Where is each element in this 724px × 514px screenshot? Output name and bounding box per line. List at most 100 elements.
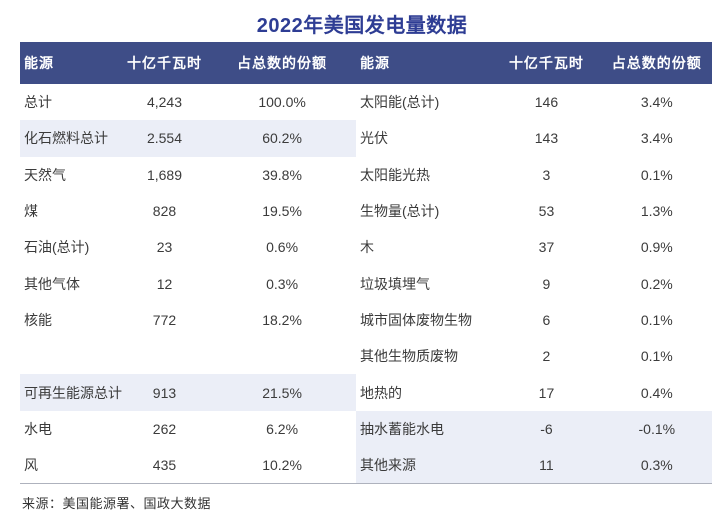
- row-half-right: 生物量(总计) 53 1.3%: [356, 193, 712, 229]
- cell-label: 光伏: [360, 130, 388, 147]
- row-half-right: 地热的 17 0.4%: [356, 374, 712, 410]
- cell-value: 143: [534, 130, 559, 147]
- cell-label: 天然气: [24, 166, 66, 183]
- table-row: 总计 4,243 100.0% 太阳能(总计) 146 3.4%: [20, 84, 712, 120]
- cell-share: 6.2%: [266, 420, 299, 437]
- cell-label: 垃圾填埋气: [360, 275, 430, 292]
- row-half-left: 风 435 10.2%: [20, 447, 356, 483]
- cell-share: 21.5%: [262, 384, 302, 401]
- table-header-row: 能源 十亿千瓦时 占总数的份额 能源 十亿千瓦时 占总数的份额: [20, 42, 712, 84]
- row-half-right: 垃圾填埋气 9 0.2%: [356, 265, 712, 301]
- cell-value: -6: [540, 420, 553, 437]
- cell-share: 10.2%: [262, 457, 302, 474]
- cell-label: 其他生物质废物: [360, 348, 458, 365]
- cell-share: 0.3%: [640, 457, 673, 474]
- cell-label: 其他气体: [24, 275, 80, 292]
- cell-label: 石油(总计): [24, 239, 90, 256]
- cell-share: 18.2%: [262, 311, 302, 328]
- table-row: 化石燃料总计 2.554 60.2% 光伏 143 3.4%: [20, 120, 712, 157]
- col-header-energy-left: 能源: [24, 55, 54, 71]
- cell-share: 0.1%: [640, 348, 673, 365]
- table-row: 石油(总计) 23 0.6% 木 37 0.9%: [20, 229, 712, 265]
- cell-share: 100.0%: [258, 94, 306, 111]
- cell-value: 913: [152, 384, 177, 401]
- col-header-share-left: 占总数的份额: [237, 55, 328, 71]
- cell-value: 17: [538, 384, 555, 401]
- header-half-left: 能源 十亿千瓦时 占总数的份额: [20, 42, 356, 84]
- header-half-right: 能源 十亿千瓦时 占总数的份额: [356, 42, 712, 84]
- cell-value: 23: [156, 239, 173, 256]
- cell-label: 城市固体废物生物: [360, 311, 472, 328]
- cell-share: 39.8%: [262, 166, 302, 183]
- cell-value: 11: [539, 457, 554, 474]
- cell-share: 0.3%: [266, 275, 299, 292]
- table-row: 煤 828 19.5% 生物量(总计) 53 1.3%: [20, 193, 712, 229]
- cell-value: 2: [542, 348, 551, 365]
- cell-share: 0.9%: [640, 239, 673, 256]
- cell-label: 抽水蓄能水电: [360, 420, 444, 437]
- table-row: 核能 772 18.2% 城市固体废物生物 6 0.1%: [20, 302, 712, 338]
- cell-value: 9: [542, 275, 551, 292]
- cell-value: 6: [542, 311, 551, 328]
- table-row: 天然气 1,689 39.8% 太阳能光热 3 0.1%: [20, 157, 712, 193]
- cell-value: 146: [534, 94, 559, 111]
- cell-value: 435: [152, 457, 177, 474]
- cell-share: 3.4%: [640, 94, 673, 111]
- col-header-share-right: 占总数的份额: [611, 55, 702, 71]
- cell-share: 0.4%: [640, 384, 673, 401]
- col-header-twh-right: 十亿千瓦时: [508, 55, 584, 71]
- cell-value: 1,689: [146, 166, 182, 183]
- table-row: 水电 262 6.2% 抽水蓄能水电 -6 -0.1%: [20, 410, 712, 447]
- page-title: 2022年美国发电量数据: [256, 15, 468, 37]
- cell-value: 772: [152, 311, 177, 328]
- col-header-twh-left: 十亿千瓦时: [126, 55, 202, 71]
- row-half-left: 水电 262 6.2%: [20, 411, 356, 447]
- cell-share: 0.6%: [266, 239, 299, 256]
- table-row: 可再生能源总计 913 21.5% 地热的 17 0.4%: [20, 374, 712, 411]
- cell-label: 核能: [24, 311, 52, 328]
- row-half-right-highlighted: 抽水蓄能水电 -6 -0.1%: [356, 410, 712, 447]
- cell-label: 风: [24, 457, 38, 474]
- cell-value: 4,243: [146, 94, 182, 111]
- row-half-left: 天然气 1,689 39.8%: [20, 157, 356, 193]
- cell-label: 化石燃料总计: [24, 130, 108, 147]
- row-half-left-highlighted: 可再生能源总计 913 21.5%: [20, 374, 356, 411]
- row-half-right: 木 37 0.9%: [356, 229, 712, 265]
- cell-label: 可再生能源总计: [24, 384, 122, 401]
- row-half-left-highlighted: 化石燃料总计 2.554 60.2%: [20, 120, 356, 157]
- cell-value: 828: [152, 203, 177, 220]
- cell-share: 0.1%: [640, 166, 673, 183]
- row-half-left: 煤 828 19.5%: [20, 193, 356, 229]
- cell-value: 12: [156, 275, 173, 292]
- cell-share: 60.2%: [262, 130, 302, 147]
- cell-value: 53: [538, 203, 555, 220]
- cell-share: -0.1%: [638, 420, 676, 437]
- table-row: 其他气体 12 0.3% 垃圾填埋气 9 0.2%: [20, 265, 712, 301]
- cell-label: 总计: [24, 94, 52, 111]
- row-half-left: 总计 4,243 100.0%: [20, 84, 356, 120]
- row-half-right: 光伏 143 3.4%: [356, 120, 712, 156]
- cell-value: 37: [538, 239, 555, 256]
- table-row: 风 435 10.2% 其他来源 11 0.3%: [20, 446, 712, 484]
- cell-label: 太阳能光热: [360, 166, 430, 183]
- cell-label: 生物量(总计): [360, 203, 440, 220]
- cell-share: 1.3%: [640, 203, 673, 220]
- row-half-right: 城市固体废物生物 6 0.1%: [356, 302, 712, 338]
- cell-value: 262: [152, 420, 177, 437]
- cell-label: 木: [360, 239, 374, 256]
- cell-label: 其他来源: [360, 457, 416, 474]
- cell-label: 水电: [24, 420, 52, 437]
- table-row: 其他生物质废物 2 0.1%: [20, 338, 712, 374]
- generation-data-table: 能源 十亿千瓦时 占总数的份额 能源 十亿千瓦时 占总数的份额 总计 4,243 1…: [20, 42, 712, 485]
- cell-label: 煤: [24, 203, 38, 220]
- row-half-left: 核能 772 18.2%: [20, 302, 356, 338]
- row-half-right-highlighted: 其他来源 11 0.3%: [356, 446, 712, 484]
- col-header-energy-right: 能源: [360, 55, 390, 71]
- cell-label: 太阳能(总计): [360, 94, 440, 111]
- table-body: 总计 4,243 100.0% 太阳能(总计) 146 3.4% 化石燃料总计 2.554 60…: [20, 84, 712, 485]
- source-note: 来源：美国能源署、国政大数据: [22, 496, 212, 512]
- cell-share: 19.5%: [262, 203, 302, 220]
- cell-share: 0.1%: [640, 311, 673, 328]
- row-half-left: [20, 338, 356, 374]
